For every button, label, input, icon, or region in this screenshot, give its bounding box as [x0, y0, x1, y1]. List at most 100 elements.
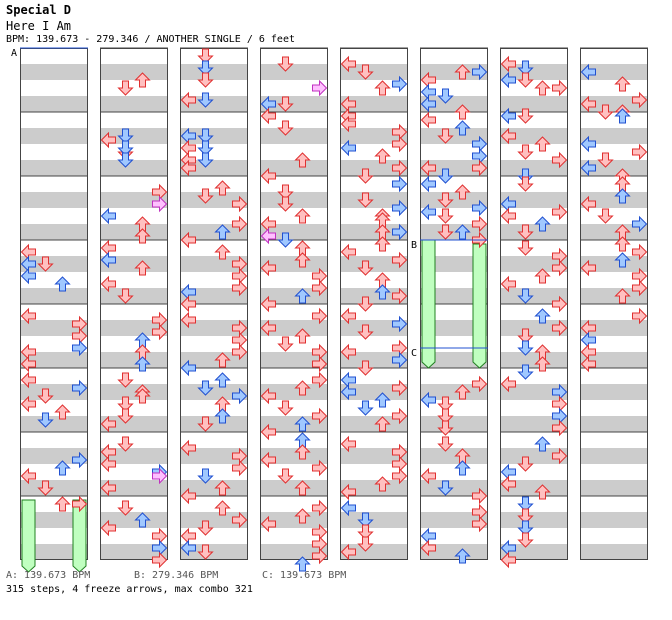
step-arrow-left	[260, 515, 276, 533]
step-arrow-left	[180, 91, 196, 109]
step-arrow-up	[54, 404, 71, 420]
step-arrow-right	[232, 387, 248, 405]
step-arrow-down	[357, 260, 374, 276]
step-arrow-down	[437, 480, 454, 496]
step-arrow-left	[340, 307, 356, 325]
step-arrow-down	[197, 60, 214, 76]
step-arrow-down	[597, 104, 614, 120]
beat-stripe	[100, 192, 168, 208]
step-arrow-up	[534, 356, 551, 372]
beat-stripe	[180, 320, 248, 336]
step-arrow-up	[534, 436, 551, 452]
beat-stripe	[20, 96, 88, 112]
beat-stripe	[500, 288, 568, 304]
step-arrow-down	[437, 420, 454, 436]
step-arrow-down	[117, 80, 134, 96]
step-arrow-right	[632, 243, 648, 261]
step-arrow-up	[614, 252, 631, 268]
beat-stripe	[420, 352, 488, 368]
step-arrow-left	[100, 415, 116, 433]
beat-stripe	[340, 224, 408, 240]
step-arrow-down	[197, 188, 214, 204]
step-arrow-down	[37, 412, 54, 428]
step-arrow-left	[580, 135, 596, 153]
step-arrow-down	[197, 152, 214, 168]
beat-stripe	[420, 64, 488, 80]
step-arrow-up	[534, 216, 551, 232]
step-arrow-left	[100, 131, 116, 149]
beat-stripe	[20, 160, 88, 176]
column-border	[100, 48, 168, 560]
step-arrow-down	[517, 496, 534, 512]
chart-column	[100, 47, 168, 560]
step-arrow-left	[340, 139, 356, 157]
step-arrow-left	[20, 371, 36, 389]
step-arrow-left	[180, 159, 196, 177]
beat-stripe	[100, 544, 168, 560]
step-arrow-down	[357, 324, 374, 340]
beat-stripe	[340, 64, 408, 80]
step-arrow-left	[180, 295, 196, 313]
beat-stripe	[180, 64, 248, 80]
step-arrow-right	[232, 279, 248, 297]
step-arrow-right	[232, 215, 248, 233]
step-arrow-left	[260, 451, 276, 469]
step-arrow-down	[517, 144, 534, 160]
step-arrow-left	[100, 479, 116, 497]
beat-stripe	[180, 416, 248, 432]
beat-stripe	[100, 64, 168, 80]
beat-stripe	[100, 448, 168, 464]
beat-stripe	[20, 288, 88, 304]
beat-stripe	[580, 320, 648, 336]
beat-stripe	[20, 352, 88, 368]
beat-stripe	[340, 352, 408, 368]
beat-stripe	[420, 224, 488, 240]
step-arrow-left	[500, 375, 516, 393]
step-arrow-down	[357, 512, 374, 528]
column-border	[340, 48, 408, 560]
step-arrow-left	[420, 539, 436, 557]
step-arrow-down	[517, 224, 534, 240]
step-arrow-down	[357, 192, 374, 208]
step-arrow-left	[580, 95, 596, 113]
step-arrow-down	[517, 108, 534, 124]
step-arrow-down	[277, 400, 294, 416]
step-arrow-right	[392, 379, 408, 397]
beat-stripe	[420, 416, 488, 432]
step-arrow-down	[517, 176, 534, 192]
step-arrow-down	[437, 436, 454, 452]
step-arrow-up	[54, 460, 71, 476]
beat-stripe	[260, 512, 328, 528]
step-arrow-up	[614, 188, 631, 204]
step-arrow-up	[454, 120, 471, 136]
chart-column	[260, 47, 328, 560]
step-arrow-down	[197, 72, 214, 88]
beat-stripe	[580, 64, 648, 80]
step-arrow-up	[534, 484, 551, 500]
step-arrow-up	[454, 64, 471, 80]
beat-stripe	[260, 352, 328, 368]
beat-stripe	[420, 448, 488, 464]
step-arrow-left	[180, 439, 196, 457]
beat-stripe	[500, 192, 568, 208]
step-arrow-down	[277, 56, 294, 72]
step-arrow-left	[180, 359, 196, 377]
step-arrow-down	[517, 532, 534, 548]
step-arrow-right	[312, 371, 328, 389]
beat-stripe	[260, 224, 328, 240]
bpm-a-label: A: 139.673 BPM	[6, 570, 91, 581]
step-arrow-down	[277, 232, 294, 248]
step-arrow-up	[534, 136, 551, 152]
step-arrow-left	[500, 55, 516, 73]
step-arrow-right	[472, 63, 488, 81]
step-arrow-right	[392, 199, 408, 217]
beat-stripe	[500, 128, 568, 144]
step-arrow-down	[517, 340, 534, 356]
step-arrow-right	[392, 223, 408, 241]
beat-stripe	[580, 352, 648, 368]
step-arrow-down	[117, 500, 134, 516]
step-arrow-up	[294, 328, 311, 344]
beat-stripe	[100, 288, 168, 304]
beat-stripe	[180, 192, 248, 208]
step-arrow-up	[454, 460, 471, 476]
